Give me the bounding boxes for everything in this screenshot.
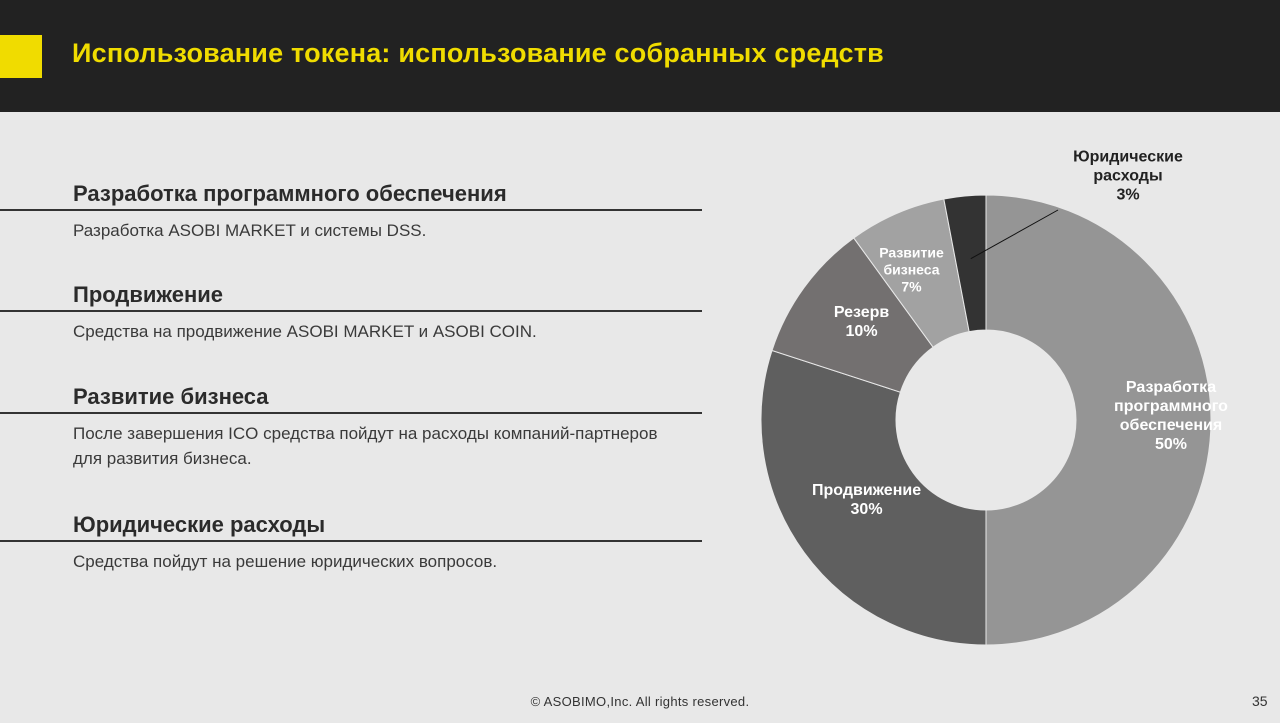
section-heading: Юридические расходы [73,512,326,537]
section-divider [0,310,702,312]
section-heading: Продвижение [73,282,224,307]
section-body: Средства пойдут на решение юридических в… [73,552,498,571]
leader-line [970,209,1059,260]
section-heading: Разработка программного обеспечения [73,181,507,206]
slice-продвижение [760,349,987,646]
section-body: Средства на продвижение ASOBI MARKET и A… [73,322,537,341]
slice-label-резерв: Резерв 10% [834,304,890,340]
section-heading: Развитие бизнеса [73,384,269,409]
funds-usage-donut-chart: Разработка программного обеспечения 50% Прод… [760,150,1228,646]
title-accent-block [0,35,42,78]
slice-разработка-программного-обеспечения [985,194,1212,646]
page-number: 35 [1252,693,1268,709]
section-body: После завершения ICO средства пойдут на … [73,424,658,468]
section-body: Разработка ASOBI MARKET и системы DSS. [73,221,427,240]
section-divider [0,209,702,211]
slice-юридические-расходы [943,194,987,333]
section-divider [0,540,702,542]
slice-label-разработка-программного-обеспечения: Разработка программного обеспечения 50% [1114,379,1228,453]
slice-label-развитие-бизнеса: Развитие бизнеса 7% [879,244,944,294]
slice-label-юридические-расходы: Юридические расходы 3% [1073,150,1183,204]
slice-label-продвижение: Продвижение 30% [812,482,921,518]
header-bar: Использование токена: использование собр… [0,0,1280,112]
section-divider [0,412,702,414]
copyright-text: © ASOBIMO,Inc. All rights reserved. [530,694,750,709]
page-title: Использование токена: использование собр… [72,38,884,68]
